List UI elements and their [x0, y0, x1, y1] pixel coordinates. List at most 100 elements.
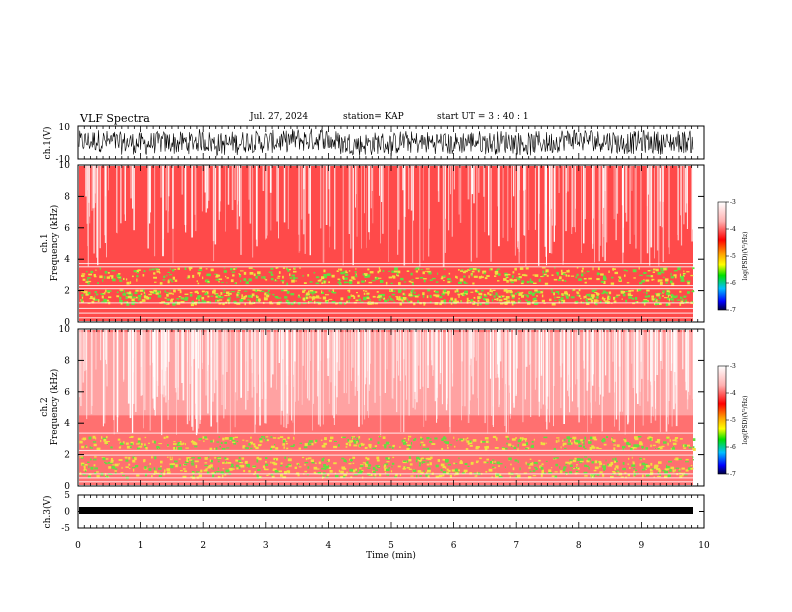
spectrogram-streak	[104, 166, 107, 197]
spectrogram-cell	[385, 441, 390, 445]
spectrogram-streak	[559, 330, 561, 366]
spectrogram-cell	[500, 295, 502, 299]
spectrogram-cell	[601, 292, 605, 295]
spectrogram-cell	[684, 444, 687, 447]
spectrogram-cell	[576, 458, 581, 461]
spectrogram-cell	[545, 460, 548, 462]
spectrogram-cell	[243, 271, 247, 275]
spectrogram-cell	[212, 439, 215, 443]
spectrogram-cell	[683, 295, 687, 298]
spectrogram-cell	[465, 291, 468, 295]
spectrogram-cell	[657, 271, 662, 275]
spectrogram-cell	[620, 476, 624, 478]
spectrogram-streak	[215, 330, 217, 381]
spectrogram-cell	[625, 299, 628, 303]
spectrogram-cell	[353, 444, 358, 447]
spectrogram-cell	[427, 469, 431, 473]
spectrogram-cell	[402, 442, 407, 445]
spectrogram-cell	[581, 270, 584, 273]
spectrogram-cell	[514, 267, 517, 271]
spectrogram-cell	[273, 463, 277, 466]
spectrogram-cell	[250, 441, 253, 444]
xtick-label: 3	[263, 541, 269, 551]
spectrogram-cell	[125, 459, 129, 462]
spectrogram-cell	[535, 467, 538, 471]
spectrogram-cell	[363, 296, 367, 300]
spectrogram-cell	[317, 279, 322, 282]
spectrogram-cell	[230, 279, 234, 283]
spectrogram-cell	[483, 298, 486, 301]
spectrogram-streak	[224, 330, 226, 410]
spectrogram-cell	[228, 468, 233, 471]
spectrogram-cell	[136, 443, 140, 445]
spectrogram-cell	[628, 290, 632, 293]
spectrogram-cell	[472, 268, 477, 271]
spectrogram-cell	[128, 463, 131, 466]
spectrogram-cell	[137, 272, 139, 274]
spectrogram-cell	[648, 275, 653, 277]
spectrogram-streak	[124, 166, 125, 215]
spectrogram-cell	[344, 277, 348, 280]
spectrogram-streak	[327, 330, 329, 359]
spectrogram-cell	[290, 445, 295, 447]
spectrogram-streak	[185, 166, 187, 226]
spectrogram-cell	[218, 299, 223, 301]
spectrogram-cell	[374, 302, 378, 305]
spectrogram-cell	[264, 278, 266, 280]
spectrogram-cell	[484, 277, 488, 280]
spectrogram-streak	[328, 166, 330, 190]
spectrogram-cell	[156, 446, 160, 449]
spectrogram-cell	[586, 302, 590, 305]
spectrogram-streak	[351, 330, 352, 382]
spectrogram-cell	[663, 291, 665, 294]
spectrogram-cell	[525, 299, 528, 301]
spectrogram-cell	[103, 299, 107, 303]
spectrogram-streak	[92, 166, 95, 209]
spectrogram-cell	[212, 290, 216, 294]
spectrogram-streak	[154, 330, 156, 416]
spectrogram-cell	[161, 301, 166, 304]
spectrogram-streak	[504, 330, 506, 426]
spectrogram-streak	[434, 330, 437, 402]
spectrogram-cell	[628, 443, 631, 446]
spectrogram-cell	[362, 273, 365, 276]
spectrogram-streak	[216, 330, 218, 423]
spectrogram-streak	[478, 166, 480, 193]
spectrogram-cell	[577, 292, 580, 295]
spectrogram-cell	[233, 268, 236, 271]
spectrogram-cell	[521, 295, 524, 298]
spectrogram-cell	[392, 290, 396, 292]
spectrogram-streak	[301, 330, 303, 405]
spectrogram-cell	[187, 458, 190, 461]
spectrogram-streak	[668, 330, 669, 425]
spectrogram-cell	[622, 293, 626, 297]
spectrogram-cell	[668, 291, 671, 293]
spectrogram-cell	[652, 271, 655, 273]
spectrogram-streak	[256, 166, 258, 247]
spectrogram-cell	[137, 295, 142, 298]
spectrogram-cell	[656, 300, 661, 302]
spectrogram-cell	[688, 446, 692, 449]
spectrogram-cell	[169, 274, 172, 276]
spectrogram-streak	[149, 166, 151, 213]
spectrogram-streak	[286, 330, 289, 377]
spectrogram-cell	[374, 276, 377, 279]
spectrogram-cell	[260, 290, 265, 292]
spectrogram-streak	[659, 166, 661, 227]
spectrogram-cell	[643, 458, 646, 460]
spectrogram-cell	[518, 276, 522, 278]
spectrogram-cell	[214, 456, 216, 459]
spectrogram-cell	[236, 440, 239, 443]
spectrogram-cell	[570, 275, 575, 277]
spectrogram-cell	[560, 269, 563, 273]
spectrogram-cell	[551, 292, 555, 294]
spectrogram-streak	[217, 330, 219, 434]
spectrogram-cell	[322, 475, 325, 479]
spectrogram-cell	[523, 294, 527, 296]
spectrogram-cell	[692, 446, 695, 449]
spectrogram-cell	[304, 289, 306, 292]
spectrogram-cell	[309, 301, 313, 303]
spectrogram-cell	[578, 444, 582, 447]
spectrogram-cell	[584, 456, 588, 458]
spectrogram-cell	[206, 301, 210, 303]
